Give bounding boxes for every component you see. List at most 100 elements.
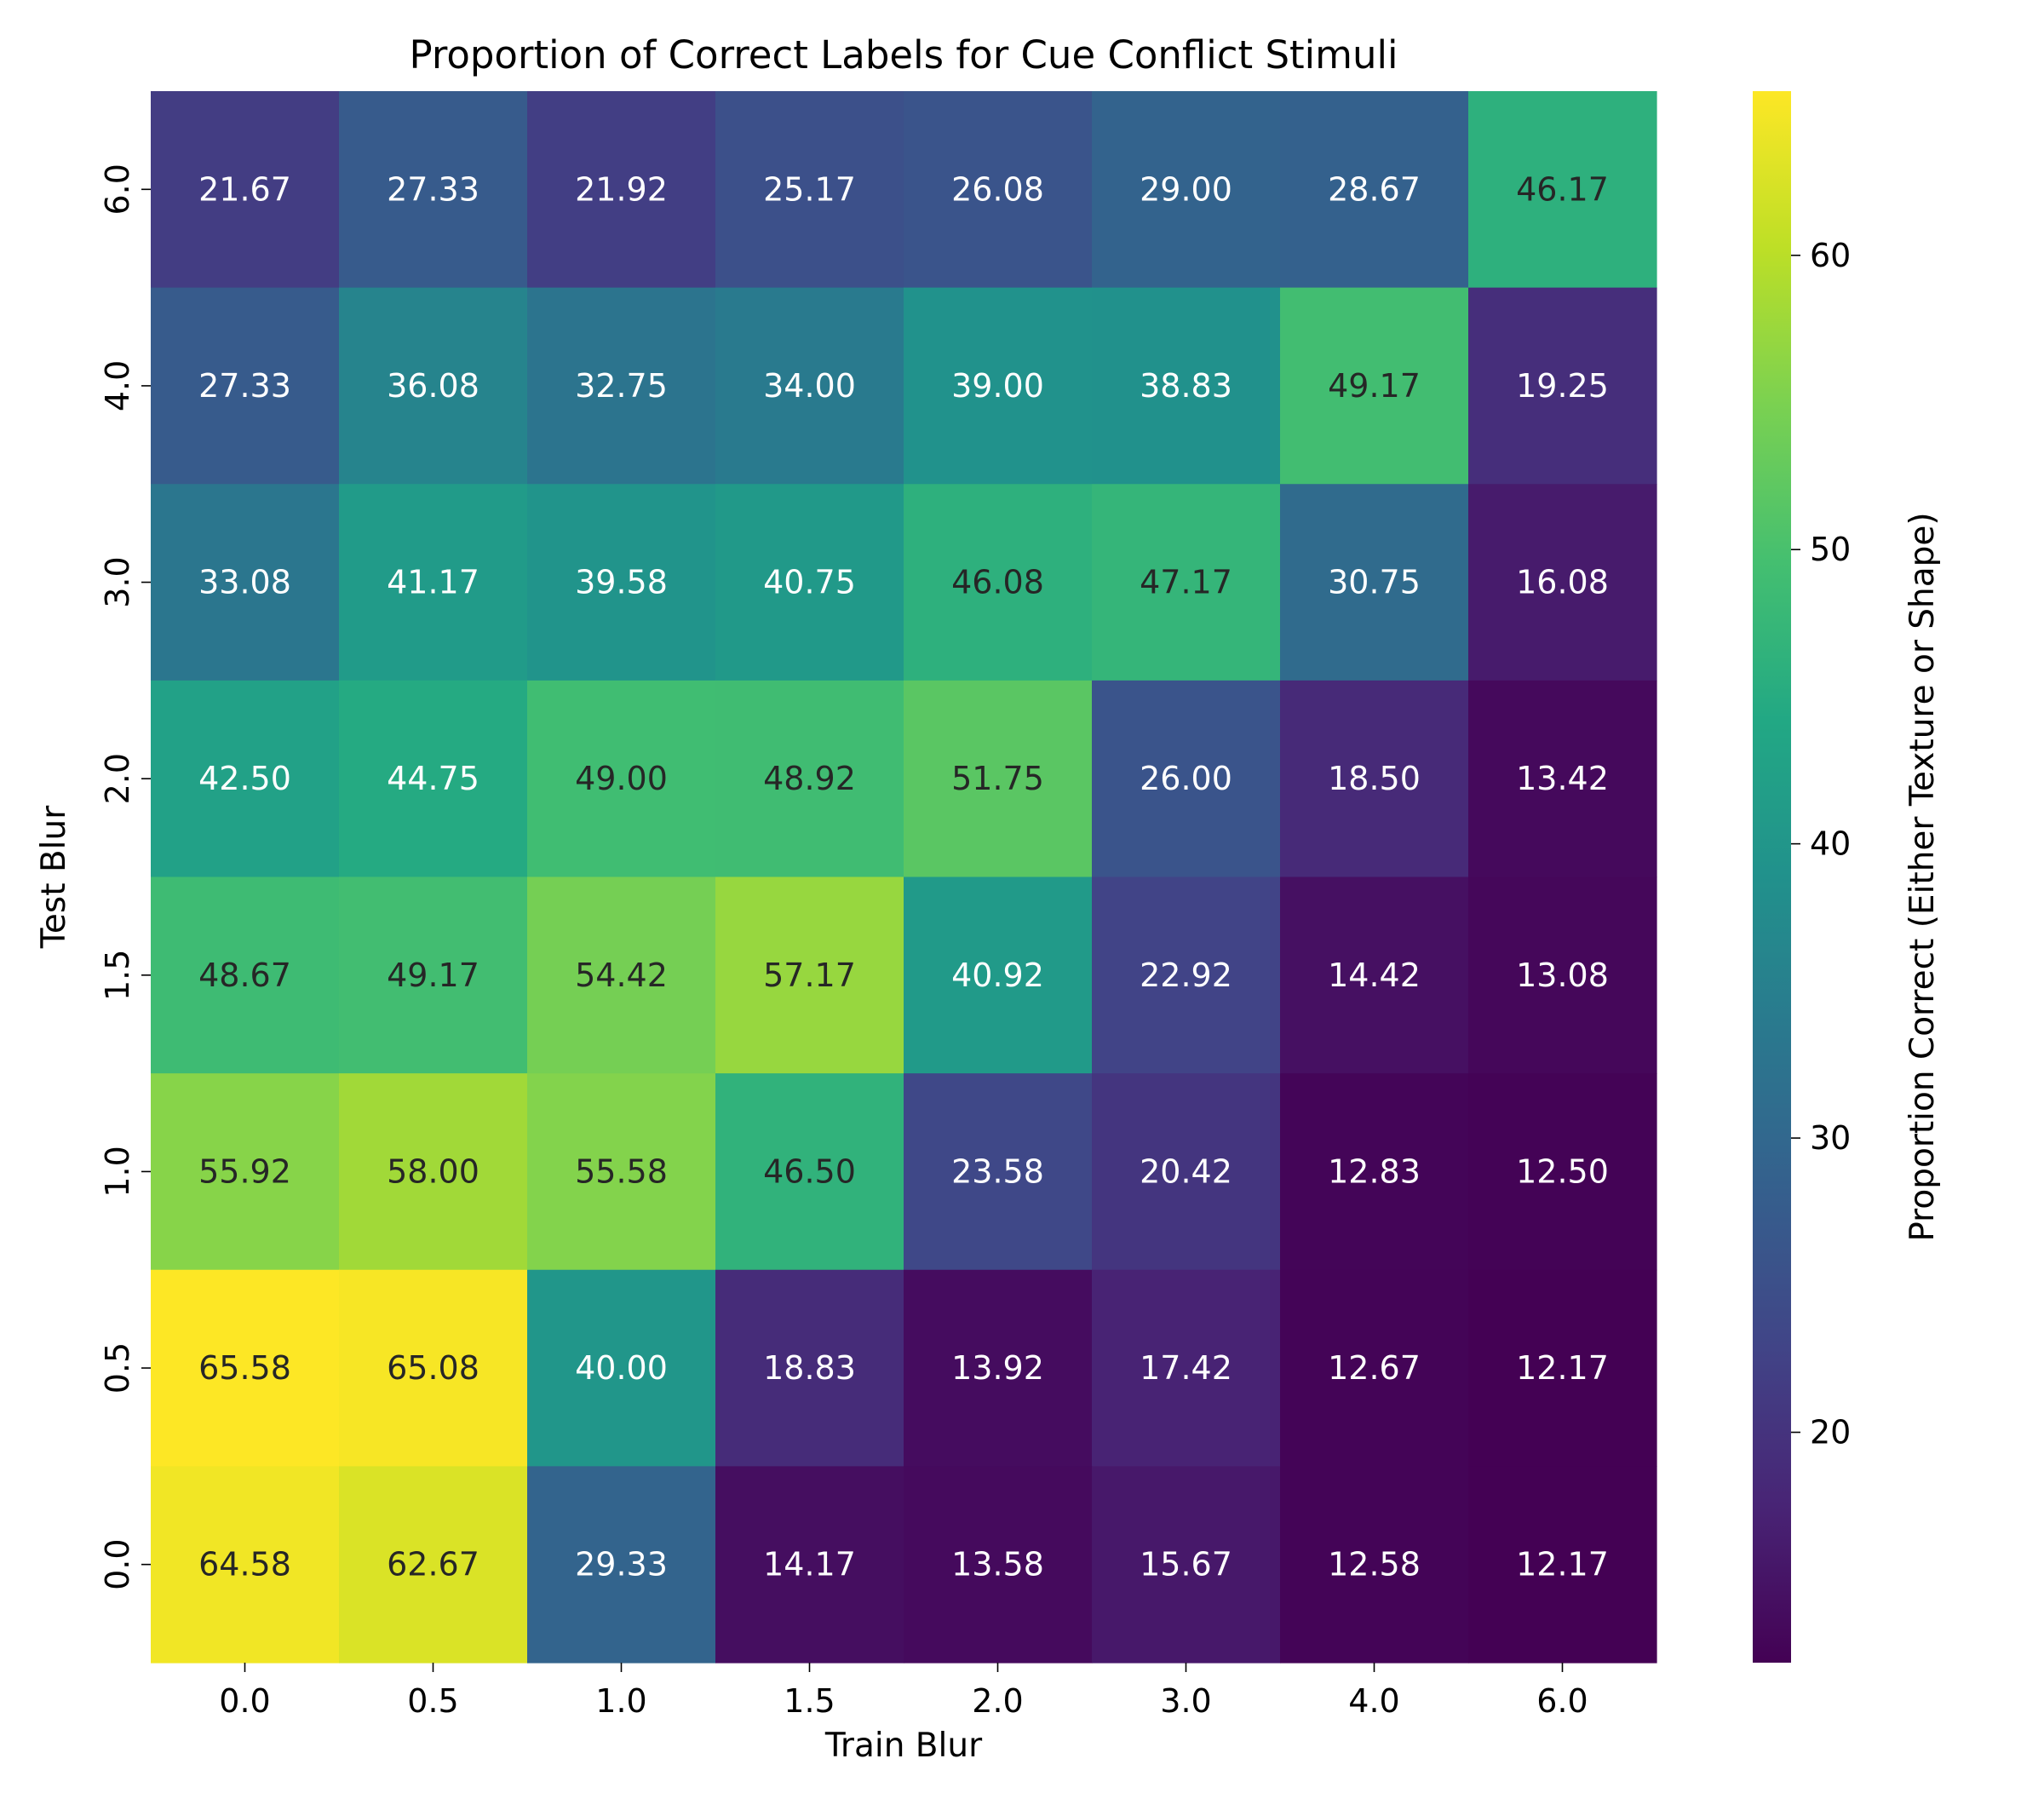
heatmap-cell bbox=[715, 484, 904, 681]
heatmap-cell-value: 27.33 bbox=[387, 170, 479, 208]
heatmap-cell bbox=[715, 680, 904, 878]
heatmap-cell-value: 13.42 bbox=[1516, 760, 1609, 797]
heatmap-cell bbox=[339, 484, 528, 681]
heatmap-cell-value: 40.00 bbox=[575, 1349, 668, 1387]
heatmap-cell bbox=[1092, 287, 1281, 485]
colorbar-gradient bbox=[1753, 91, 1791, 1663]
heatmap-cell bbox=[1468, 484, 1657, 681]
heatmap-cell bbox=[339, 1466, 528, 1664]
colorbar-tick-label: 40 bbox=[1810, 825, 1851, 863]
x-tick-label: 4.0 bbox=[1348, 1682, 1399, 1720]
heatmap-cell-value: 13.08 bbox=[1516, 957, 1609, 994]
heatmap-cell-value: 49.17 bbox=[387, 957, 479, 994]
heatmap-cell-value: 21.92 bbox=[575, 170, 668, 208]
heatmap-cell bbox=[527, 876, 716, 1074]
heatmap-cell bbox=[151, 876, 340, 1074]
colorbar-tick-label: 30 bbox=[1810, 1119, 1851, 1157]
heatmap-cell bbox=[527, 1073, 716, 1271]
heatmap-cell-value: 58.00 bbox=[387, 1152, 479, 1190]
heatmap-cell-value: 14.17 bbox=[763, 1546, 856, 1583]
heatmap-cell-value: 44.75 bbox=[387, 760, 479, 797]
heatmap-cell-value: 47.17 bbox=[1140, 564, 1232, 601]
heatmap-cell-value: 36.08 bbox=[387, 367, 479, 405]
heatmap-cell-value: 54.42 bbox=[575, 957, 668, 994]
heatmap-cell bbox=[527, 1269, 716, 1467]
x-tick-label: 2.0 bbox=[972, 1682, 1023, 1720]
colorbar-label: Proportion Correct (Either Texture or Sh… bbox=[1903, 512, 1942, 1241]
y-axis-label: Test Blur bbox=[35, 805, 73, 950]
heatmap-cell-value: 18.83 bbox=[763, 1349, 856, 1387]
heatmap-cell-value: 34.00 bbox=[763, 367, 856, 405]
heatmap-cell bbox=[1280, 876, 1469, 1074]
heatmap-cell-value: 14.42 bbox=[1328, 957, 1421, 994]
heatmap-cell bbox=[904, 91, 1093, 289]
colorbar: 20 30 40 50 60 bbox=[1753, 91, 1851, 1663]
heatmap-cell bbox=[1280, 91, 1469, 289]
heatmap-cell-value: 12.17 bbox=[1516, 1349, 1609, 1387]
heatmap-cell-value: 15.67 bbox=[1140, 1546, 1232, 1583]
heatmap-cell-labels: 21.67 27.33 21.92 25.17 26.08 29.00 28.67 46.17… bbox=[198, 170, 1609, 1583]
heatmap-cell-value: 21.67 bbox=[198, 170, 291, 208]
heatmap-cell-value: 51.75 bbox=[951, 760, 1044, 797]
heatmap-cell-value: 17.42 bbox=[1140, 1349, 1232, 1387]
heatmap-cell bbox=[339, 876, 528, 1074]
y-axis: 6.0 4.0 3.0 2.0 1.5 1.0 0.5 0.0 bbox=[99, 164, 151, 1590]
heatmap-cell bbox=[1280, 680, 1469, 878]
y-tick-label: 4.0 bbox=[99, 360, 136, 411]
heatmap-cell-value: 30.75 bbox=[1328, 564, 1421, 601]
x-tick-label: 0.5 bbox=[407, 1682, 458, 1720]
heatmap-cell bbox=[151, 287, 340, 485]
heatmap-cell bbox=[1092, 1466, 1281, 1664]
heatmap-cell-value: 42.50 bbox=[198, 760, 291, 797]
heatmap-cell-value: 46.17 bbox=[1516, 170, 1609, 208]
heatmap-cell bbox=[527, 484, 716, 681]
heatmap-cell bbox=[151, 484, 340, 681]
x-axis: 0.0 0.5 1.0 1.5 2.0 3.0 4.0 6.0 bbox=[219, 1663, 1588, 1720]
heatmap-cell bbox=[1468, 1073, 1657, 1271]
heatmap-cell-value: 12.58 bbox=[1328, 1546, 1421, 1583]
heatmap-cell bbox=[1280, 287, 1469, 485]
heatmap-cell bbox=[904, 680, 1093, 878]
heatmap-cell bbox=[1092, 91, 1281, 289]
y-tick-label: 6.0 bbox=[99, 164, 136, 215]
heatmap-cell-value: 26.00 bbox=[1140, 760, 1232, 797]
heatmap-cell-value: 41.17 bbox=[387, 564, 479, 601]
x-tick-label: 6.0 bbox=[1536, 1682, 1588, 1720]
heatmap-cell-value: 12.17 bbox=[1516, 1546, 1609, 1583]
x-axis-label: Train Blur bbox=[824, 1727, 983, 1765]
heatmap-cell bbox=[1468, 287, 1657, 485]
heatmap-cell bbox=[1092, 876, 1281, 1074]
heatmap-cell bbox=[904, 1269, 1093, 1467]
heatmap-cell-value: 22.92 bbox=[1140, 957, 1232, 994]
heatmap-cell bbox=[527, 91, 716, 289]
heatmap-cell bbox=[1280, 1269, 1469, 1467]
heatmap-cell-value: 12.83 bbox=[1328, 1152, 1421, 1190]
heatmap-cell bbox=[339, 1073, 528, 1271]
heatmap-cell-value: 46.08 bbox=[951, 564, 1044, 601]
y-tick-label: 1.5 bbox=[99, 950, 136, 1001]
heatmap-cell-value: 57.17 bbox=[763, 957, 856, 994]
heatmap-cell-value: 20.42 bbox=[1140, 1152, 1232, 1190]
heatmap-cell-value: 48.67 bbox=[198, 957, 291, 994]
heatmap-cell bbox=[904, 287, 1093, 485]
heatmap-cell bbox=[1468, 91, 1657, 289]
x-tick-label: 1.0 bbox=[595, 1682, 646, 1720]
heatmap-cell-value: 26.08 bbox=[951, 170, 1044, 208]
colorbar-tick-label: 50 bbox=[1810, 531, 1851, 568]
heatmap-cell bbox=[715, 1073, 904, 1271]
heatmap-cell bbox=[151, 1269, 340, 1467]
heatmap-cell bbox=[527, 287, 716, 485]
heatmap-cell-value: 40.75 bbox=[763, 564, 856, 601]
colorbar-tick-label: 20 bbox=[1810, 1414, 1851, 1451]
heatmap-cell bbox=[904, 484, 1093, 681]
heatmap-cell-value: 13.58 bbox=[951, 1546, 1044, 1583]
heatmap-cell bbox=[1468, 876, 1657, 1074]
x-tick-label: 1.5 bbox=[784, 1682, 835, 1720]
heatmap-cell bbox=[339, 1269, 528, 1467]
heatmap-cell-value: 39.00 bbox=[951, 367, 1044, 405]
heatmap-cell-value: 46.50 bbox=[763, 1152, 856, 1190]
heatmap-cell-value: 32.75 bbox=[575, 367, 668, 405]
heatmap-cell-value: 48.92 bbox=[763, 760, 856, 797]
heatmap-cell-value: 28.67 bbox=[1328, 170, 1421, 208]
heatmap-cell bbox=[1092, 680, 1281, 878]
